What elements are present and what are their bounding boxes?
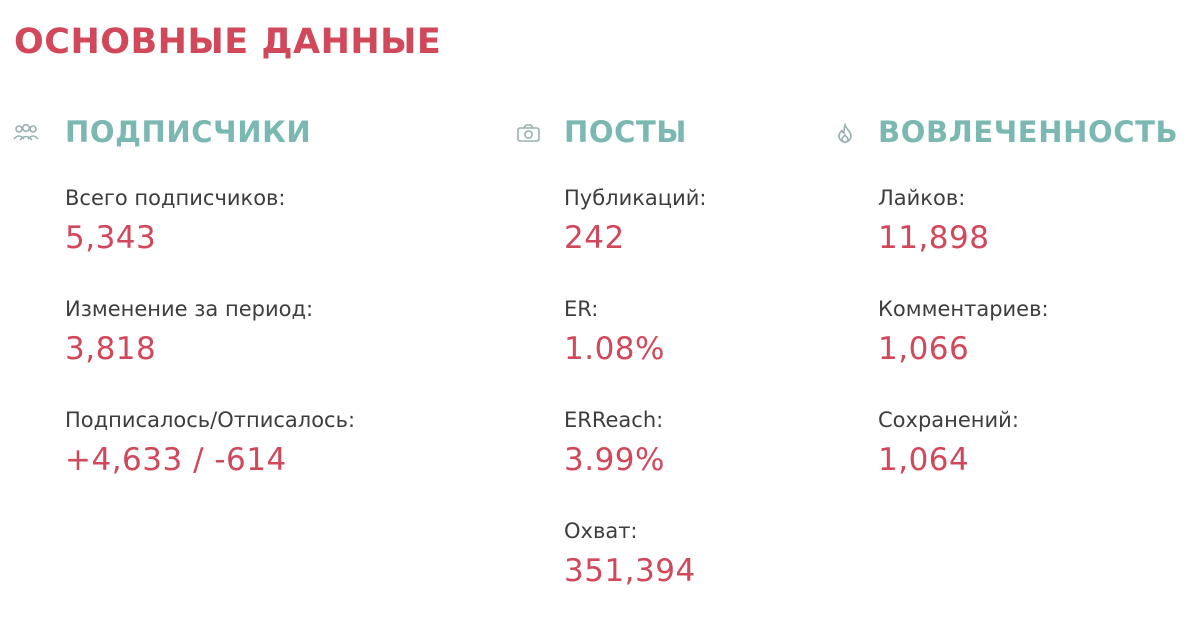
metric-likes: Лайков: 11,898 [878, 184, 1049, 295]
metric-label: Комментариев: [878, 297, 1049, 321]
subscribers-header: ПОДПИСЧИКИ [12, 112, 482, 156]
engagement-title: ВОВЛЕЧЕННОСТЬ [878, 115, 1179, 149]
metric-follow-unfollow: Подписалось/Отписалось: +4,633 / -614 [65, 406, 355, 517]
metric-label: Лайков: [878, 186, 966, 210]
page-title: ОСНОВНЫЕ ДАННЫЕ [14, 22, 442, 62]
metric-value: 242 [564, 220, 625, 256]
metric-value: 3,818 [65, 331, 157, 367]
metric-erreach: ERReach: 3.99% [564, 406, 706, 517]
metric-value: 11,898 [878, 220, 990, 256]
metric-label: Всего подписчиков: [65, 186, 286, 210]
metric-label: Подписалось/Отписалось: [65, 408, 356, 432]
metric-value: 5,343 [65, 220, 157, 256]
flame-icon [834, 123, 860, 143]
metric-publications: Публикаций: 242 [564, 184, 706, 295]
subscribers-metrics: Всего подписчиков: 5,343 Изменение за пе… [65, 184, 355, 517]
posts-metrics: Публикаций: 242 ER: 1.08% ERReach: 3.99%… [564, 184, 706, 628]
metric-label: Изменение за период: [65, 297, 314, 321]
metric-er: ER: 1.08% [564, 295, 706, 406]
posts-section: ПОСТЫ Публикаций: 242 ER: 1.08% ERReach:… [516, 112, 816, 589]
metric-reach: Охват: 351,394 [564, 517, 706, 628]
metric-saves: Сохранений: 1,064 [878, 406, 1049, 517]
metric-value: 3.99% [564, 442, 665, 478]
metric-label: ER: [564, 297, 599, 321]
metric-value: 1,066 [878, 331, 970, 367]
metric-label: Сохранений: [878, 408, 1019, 432]
camera-icon [516, 123, 542, 143]
engagement-section: ВОВЛЕЧЕННОСТЬ Лайков: 11,898 Комментарие… [834, 112, 1194, 478]
metric-value: +4,633 / -614 [65, 442, 287, 478]
metric-value: 351,394 [564, 553, 696, 589]
metric-label: ERReach: [564, 408, 664, 432]
metric-comments: Комментариев: 1,066 [878, 295, 1049, 406]
metric-label: Охват: [564, 519, 638, 543]
metric-label: Публикаций: [564, 186, 707, 210]
engagement-header: ВОВЛЕЧЕННОСТЬ [834, 112, 1194, 156]
subscribers-title: ПОДПИСЧИКИ [65, 115, 312, 149]
posts-header: ПОСТЫ [516, 112, 816, 156]
metric-value: 1,064 [878, 442, 970, 478]
metric-total-subscribers: Всего подписчиков: 5,343 [65, 184, 355, 295]
subscribers-section: ПОДПИСЧИКИ Всего подписчиков: 5,343 Изме… [12, 112, 482, 478]
posts-title: ПОСТЫ [564, 115, 688, 149]
metric-value: 1.08% [564, 331, 665, 367]
metric-period-change: Изменение за период: 3,818 [65, 295, 355, 406]
users-icon [12, 123, 39, 143]
engagement-metrics: Лайков: 11,898 Комментариев: 1,066 Сохра… [878, 184, 1049, 517]
